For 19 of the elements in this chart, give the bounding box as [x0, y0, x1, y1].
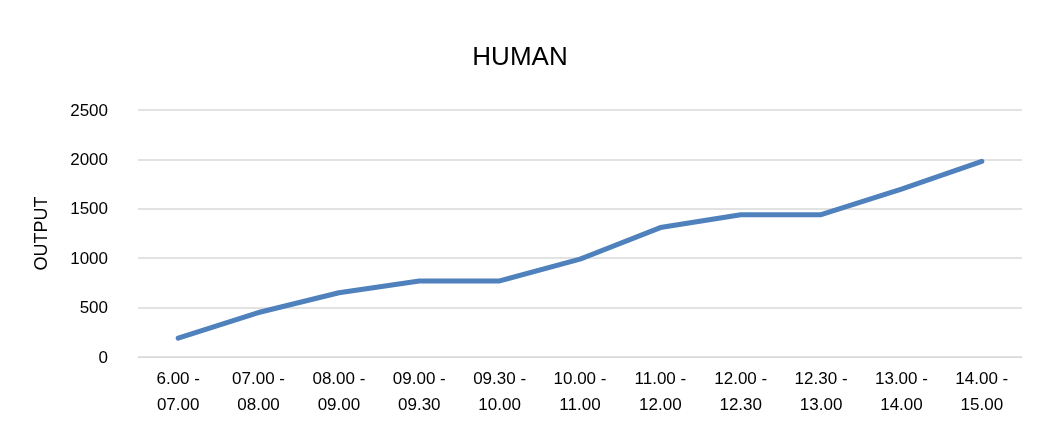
- x-tick-label: 6.00 - 07.00: [156, 368, 200, 414]
- y-axis-title: OUTPUT: [31, 196, 51, 271]
- y-tick-label: 2500: [70, 100, 108, 120]
- y-tick-label: 1500: [70, 199, 108, 219]
- x-tick-label: 09.30 - 10.00: [473, 368, 527, 414]
- x-tick-label: 09.00 - 09.30: [392, 368, 446, 414]
- x-tick-label: 11.00 - 12.00: [634, 368, 687, 414]
- y-tick-label: 0: [98, 347, 108, 367]
- x-tick-label: 13.00 - 14.00: [874, 368, 928, 414]
- y-tick-label: 1000: [70, 248, 108, 268]
- x-tick-label: 14.00 - 15.00: [955, 368, 1009, 414]
- chart-title: HUMAN: [472, 41, 568, 71]
- x-tick-label: 10.00 - 11.00: [553, 368, 607, 414]
- x-tick-label: 12.30 - 13.00: [794, 368, 848, 414]
- x-tick-label: 07.00 - 08.00: [232, 368, 286, 414]
- y-tick-label: 500: [79, 298, 108, 318]
- x-tick-label: 08.00 - 09.00: [312, 368, 366, 414]
- x-tick-label: 12.00 - 12.30: [714, 368, 768, 414]
- y-tick-label: 2000: [70, 149, 108, 169]
